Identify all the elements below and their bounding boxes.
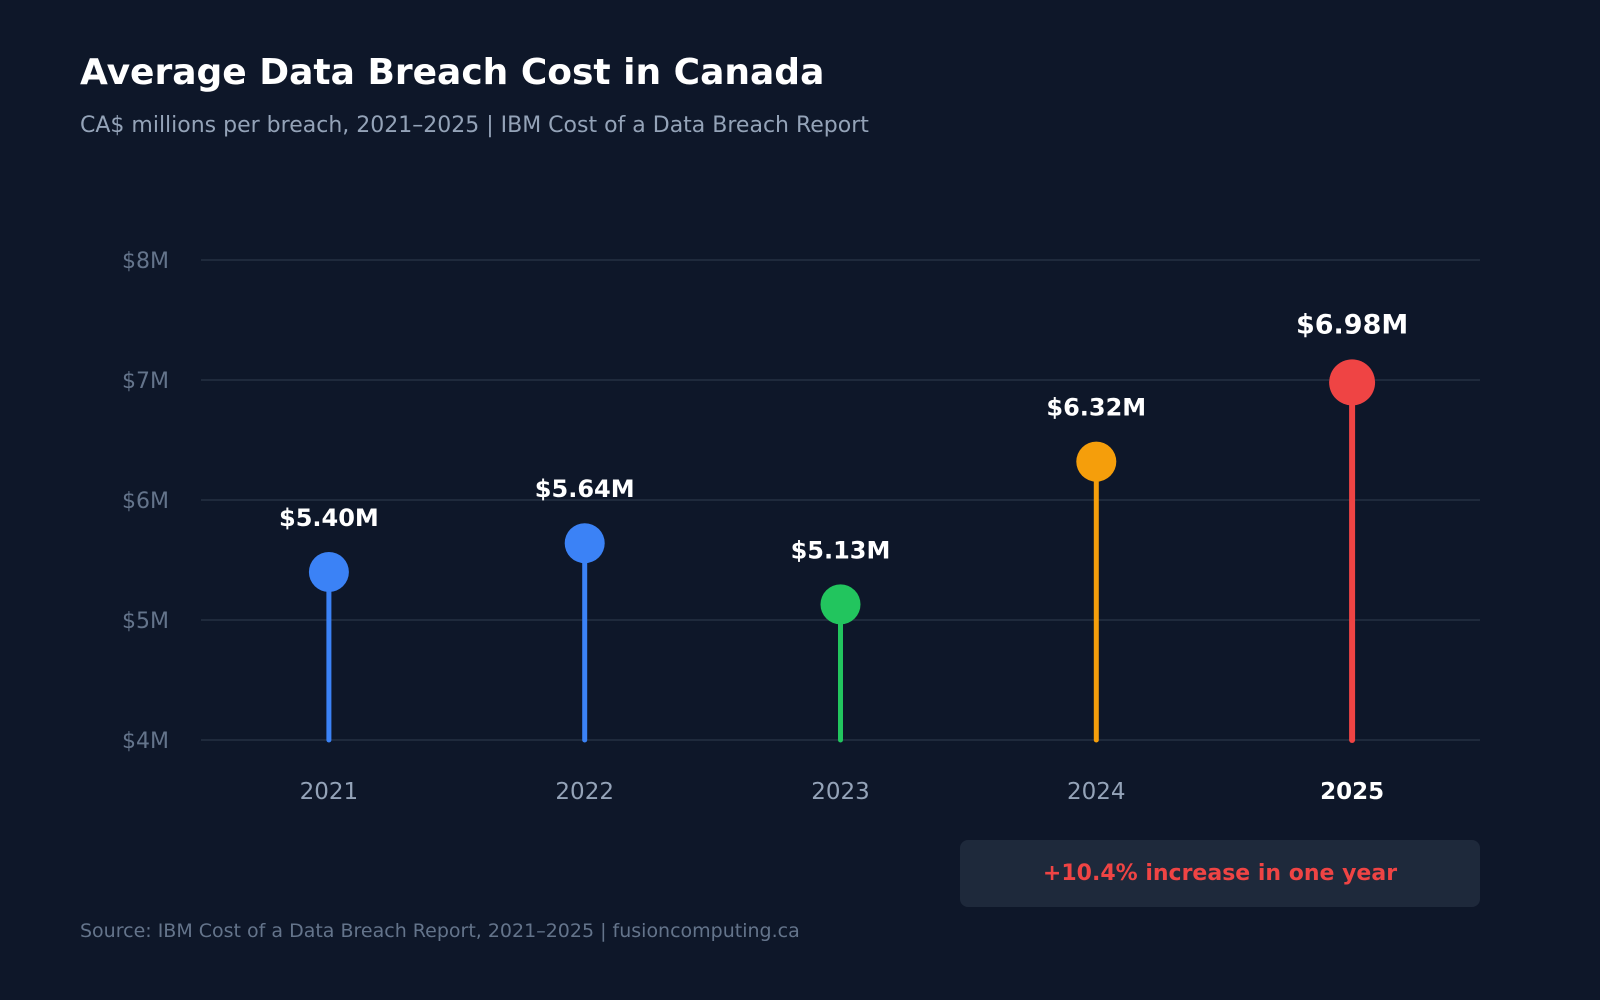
y-tick-label: $4M — [122, 729, 169, 754]
lollipop-dot — [564, 523, 605, 564]
data-label: $5.13M — [791, 536, 891, 564]
increase-callout: +10.4% increase in one year — [960, 840, 1480, 907]
y-tick-label: $8M — [122, 249, 169, 274]
y-tick-label: $5M — [122, 609, 169, 634]
x-tick-label: 2021 — [300, 779, 359, 805]
y-tick-label: $6M — [122, 489, 169, 514]
callout-text: +10.4% increase in one year — [1042, 861, 1398, 886]
y-tick-label: $7M — [122, 369, 169, 394]
lollipop-dot — [1329, 359, 1376, 406]
data-label: $5.64M — [535, 475, 635, 503]
x-tick-label: 2022 — [555, 779, 614, 805]
source-note: Source: IBM Cost of a Data Breach Report… — [80, 920, 800, 942]
x-tick-label: 2023 — [811, 779, 870, 805]
x-tick-label: 2025 — [1320, 779, 1384, 805]
data-label: $6.98M — [1296, 309, 1408, 340]
lollipop-dot — [308, 552, 349, 592]
lollipop-dot — [1076, 441, 1117, 482]
chart-title: Average Data Breach Cost in Canada — [80, 52, 825, 93]
chart-subtitle: CA$ millions per breach, 2021–2025 | IBM… — [80, 113, 869, 138]
x-tick-label: 2024 — [1067, 779, 1126, 805]
data-label: $6.32M — [1046, 394, 1146, 422]
data-label: $5.40M — [279, 504, 379, 532]
lollipop-dot — [820, 584, 861, 625]
